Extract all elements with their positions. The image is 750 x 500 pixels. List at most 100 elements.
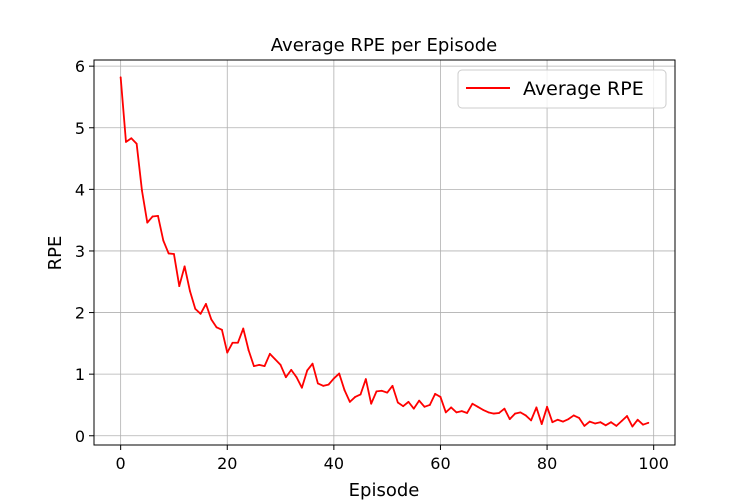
data-point: [125, 141, 127, 143]
data-point: [306, 369, 309, 372]
data-point: [578, 417, 580, 419]
data-point: [311, 362, 314, 365]
data-point: [396, 401, 399, 404]
data-point: [316, 382, 319, 385]
data-point: [284, 376, 287, 379]
data-point: [631, 425, 634, 428]
data-point: [141, 189, 143, 192]
y-tick-label: 0: [75, 427, 85, 446]
data-point: [594, 422, 596, 425]
data-point: [242, 327, 245, 330]
grid: [94, 60, 675, 445]
x-tick-label: 40: [324, 454, 344, 473]
data-point: [162, 239, 165, 242]
data-point: [290, 368, 293, 371]
data-point: [199, 312, 202, 315]
data-point: [540, 423, 543, 425]
y-axis: 0 1 2 3 4 5 6: [75, 57, 94, 446]
data-point: [364, 378, 367, 380]
y-tick-label: 3: [75, 242, 85, 261]
data-point: [530, 419, 532, 422]
data-point: [332, 377, 335, 380]
series-line: [119, 77, 649, 428]
x-tick-label: 80: [537, 454, 557, 473]
data-point: [253, 365, 255, 368]
data-point: [434, 392, 437, 395]
data-point: [359, 393, 362, 396]
legend: Average RPE: [457, 69, 667, 109]
data-point: [407, 400, 410, 403]
data-point: [247, 349, 250, 352]
data-point: [455, 411, 458, 414]
data-point: [221, 328, 223, 331]
data-point: [279, 364, 282, 366]
data-point: [583, 425, 586, 427]
x-tick-label: 60: [430, 454, 450, 473]
data-point: [119, 76, 122, 79]
data-point: [173, 253, 175, 255]
data-point: [354, 396, 357, 398]
data-point: [205, 303, 207, 305]
data-point: [588, 420, 591, 423]
data-point: [231, 341, 234, 344]
data-point: [391, 384, 394, 387]
y-axis-label: RPE: [45, 236, 66, 271]
data-point: [370, 402, 373, 405]
data-point: [327, 383, 330, 386]
data-point: [167, 252, 170, 255]
data-point: [439, 396, 442, 398]
data-point: [562, 420, 564, 423]
data-point: [626, 415, 628, 417]
x-tick-label: 100: [638, 454, 669, 473]
y-tick-label: 5: [75, 119, 85, 138]
data-point: [226, 351, 229, 354]
data-point: [599, 421, 602, 424]
data-point: [508, 418, 511, 421]
data-point: [444, 411, 447, 414]
data-point: [322, 384, 325, 387]
data-point: [423, 405, 426, 408]
y-tick-label: 6: [75, 57, 85, 76]
data-point: [466, 412, 469, 414]
data-point: [157, 214, 159, 217]
data-point: [610, 421, 612, 424]
data-point: [402, 405, 405, 408]
data-point: [428, 404, 431, 406]
data-point: [343, 389, 346, 392]
data-point: [620, 420, 623, 422]
data-point: [535, 406, 538, 409]
data-point: [524, 414, 527, 417]
data-point: [567, 418, 570, 421]
series-layer: [119, 76, 650, 428]
data-point: [375, 390, 378, 393]
data-point: [556, 418, 559, 421]
data-point: [642, 423, 644, 426]
chart-title: Average RPE per Episode: [271, 35, 497, 56]
data-point: [237, 341, 239, 344]
data-point: [348, 400, 351, 403]
data-point: [604, 424, 607, 427]
data-point: [471, 402, 474, 405]
data-point: [210, 318, 213, 321]
data-point: [130, 137, 133, 140]
legend-label: Average RPE: [523, 78, 644, 100]
data-point: [215, 326, 218, 329]
data-point: [380, 389, 383, 392]
data-point: [450, 406, 453, 409]
plot-frame: [93, 59, 676, 446]
data-point: [476, 405, 479, 408]
data-point: [418, 399, 421, 402]
data-point: [615, 425, 618, 427]
data-point: [135, 142, 138, 145]
data-point: [274, 358, 277, 361]
data-point: [189, 290, 191, 292]
data-point: [269, 352, 271, 355]
data-point: [482, 408, 485, 411]
x-axis: 0 20 40 60 80 100: [116, 445, 669, 473]
x-tick-label: 20: [217, 454, 237, 473]
data-point: [412, 407, 415, 410]
data-point: [492, 412, 495, 415]
y-tick-label: 4: [75, 180, 85, 199]
x-axis-label: Episode: [349, 480, 420, 500]
